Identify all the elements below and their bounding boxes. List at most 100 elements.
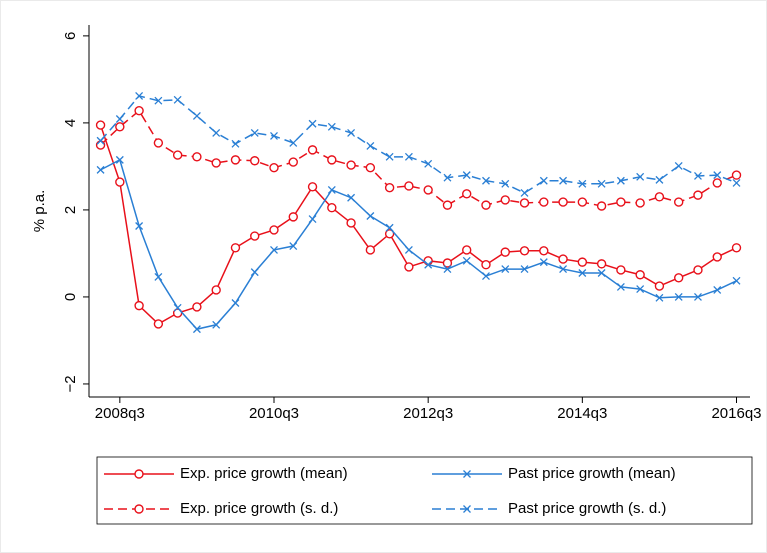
point (95, 140, 106, 150)
point (500, 247, 510, 257)
point (269, 163, 279, 173)
point (230, 155, 241, 165)
point (520, 265, 529, 274)
point (596, 201, 607, 211)
point (539, 197, 549, 207)
point (347, 128, 356, 137)
point (192, 302, 202, 312)
point (424, 260, 433, 269)
point (712, 178, 722, 188)
point (288, 157, 298, 167)
point (519, 198, 530, 208)
point (520, 188, 529, 197)
point (270, 131, 278, 140)
point (635, 270, 645, 280)
point (115, 177, 125, 187)
point (308, 215, 317, 224)
point (289, 138, 298, 147)
point (307, 145, 318, 155)
point (731, 243, 742, 253)
point (154, 96, 163, 105)
point (365, 163, 376, 173)
point (347, 193, 356, 202)
point (153, 138, 164, 148)
point (577, 257, 588, 267)
x-tick-label: 2016q3 (711, 405, 761, 422)
point (462, 245, 472, 255)
y-tick-label: 2 (62, 206, 79, 214)
point (365, 245, 376, 255)
point (654, 192, 665, 202)
point (558, 254, 568, 264)
point (250, 156, 260, 166)
point (443, 173, 452, 182)
point (288, 212, 298, 222)
series-line (99, 124, 737, 325)
point (115, 115, 124, 123)
point (635, 198, 645, 208)
point (173, 303, 182, 312)
point (115, 122, 125, 132)
x-tick-label: 2012q3 (403, 405, 453, 422)
point (423, 185, 433, 195)
point (307, 182, 318, 192)
point (442, 258, 453, 268)
point (250, 231, 260, 241)
point (346, 160, 356, 170)
point (462, 171, 471, 180)
point (596, 259, 607, 269)
point (481, 260, 491, 270)
point (655, 175, 664, 184)
point (731, 170, 742, 180)
point (154, 272, 163, 281)
point (713, 286, 722, 294)
point (134, 106, 144, 116)
point (462, 256, 471, 265)
point (673, 273, 684, 283)
point (231, 139, 240, 148)
point (231, 299, 240, 307)
legend-label: Exp. price growth (s. d.) (180, 500, 338, 517)
point (616, 176, 625, 185)
point (597, 269, 606, 277)
point (385, 152, 394, 161)
series-line (100, 158, 737, 330)
point (501, 179, 510, 188)
point (616, 265, 626, 275)
point (674, 162, 683, 170)
point (693, 265, 703, 275)
point (636, 172, 645, 181)
point (211, 285, 221, 295)
point (694, 172, 702, 180)
point (693, 190, 703, 200)
point (96, 136, 105, 145)
point (577, 197, 588, 207)
legend-label: Past price growth (mean) (508, 465, 676, 482)
point (115, 155, 124, 164)
point (327, 155, 337, 165)
legend-marker (134, 504, 144, 514)
point (712, 252, 722, 262)
point (172, 150, 183, 160)
point (519, 246, 530, 256)
point (442, 200, 453, 210)
legend-label: Exp. price growth (mean) (180, 465, 348, 482)
point (654, 281, 665, 291)
point (558, 197, 568, 207)
point (96, 165, 105, 174)
y-tick-label: 6 (62, 32, 79, 40)
point (404, 262, 414, 272)
point (616, 282, 625, 291)
point (694, 292, 702, 301)
legend-marker (463, 505, 471, 513)
point (327, 185, 336, 194)
point (559, 265, 568, 274)
point (192, 152, 202, 162)
point (636, 285, 645, 294)
point (404, 245, 413, 254)
legend-marker (134, 469, 144, 479)
point (192, 111, 201, 120)
point (95, 120, 106, 130)
y-tick-label: 4 (62, 119, 79, 127)
